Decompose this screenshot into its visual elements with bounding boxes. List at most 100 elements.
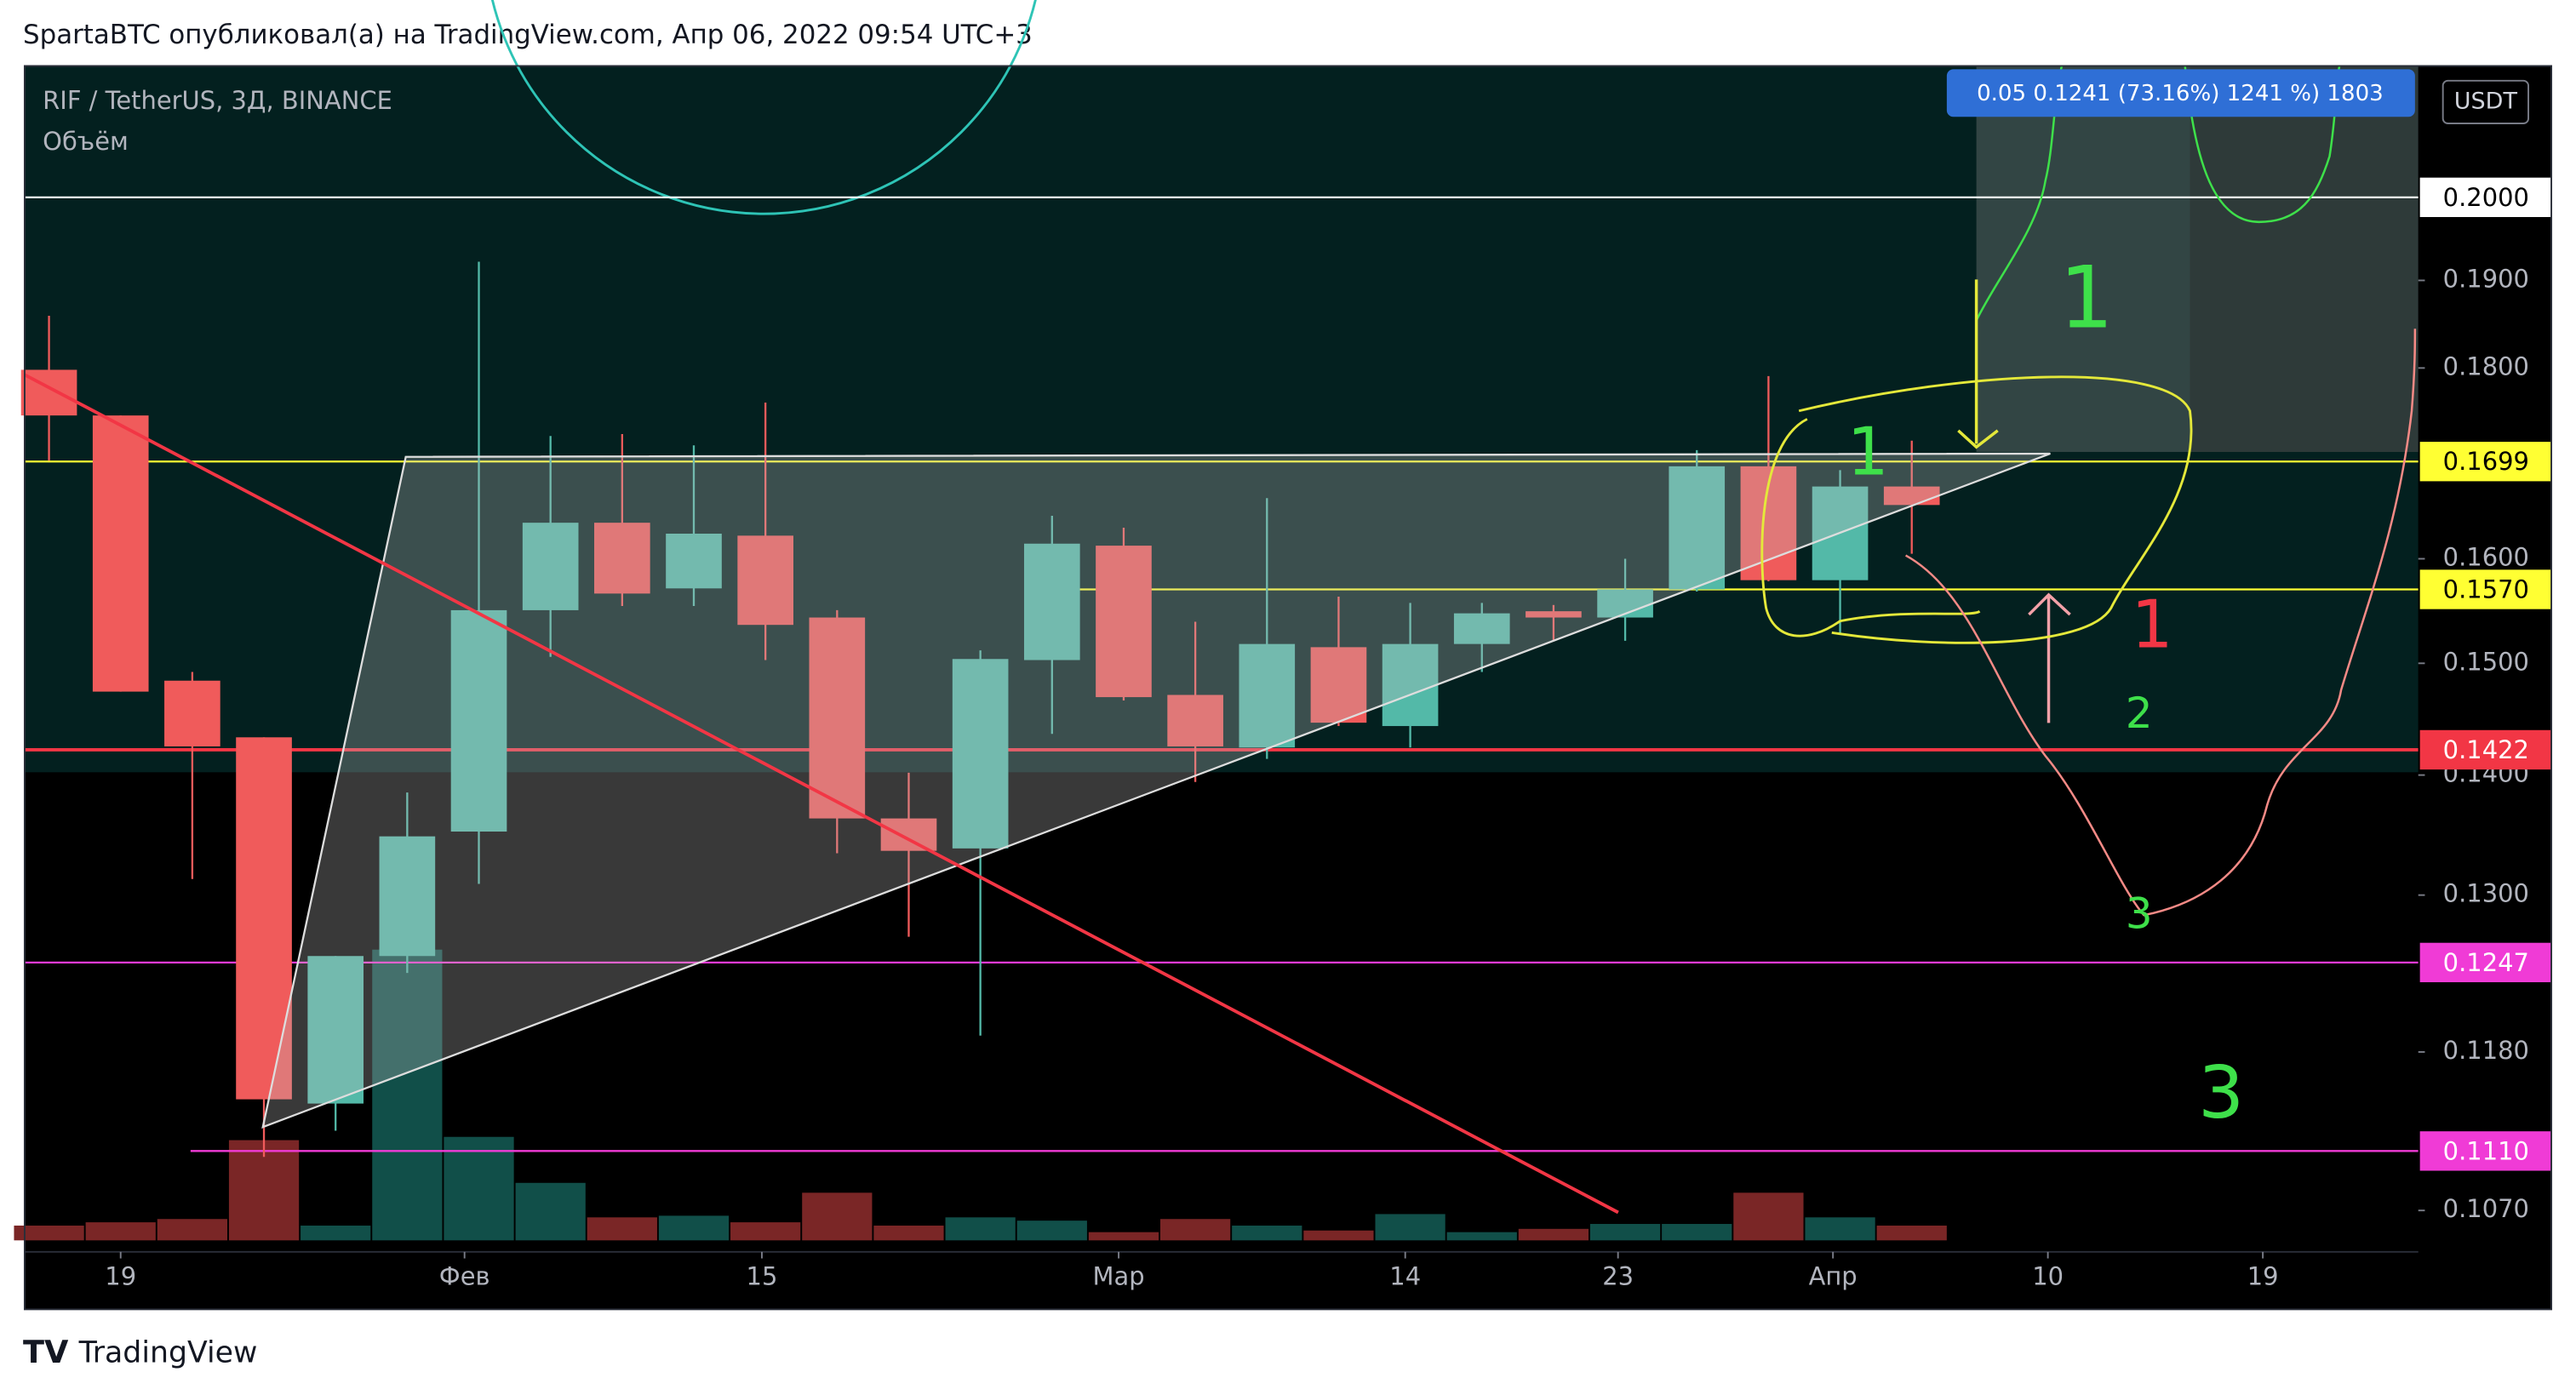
x-tick-label: Фев [439, 1262, 490, 1291]
volume-bar [1160, 1219, 1231, 1241]
salmon-curve [1905, 329, 2417, 917]
volume-bar [1016, 1221, 1087, 1241]
x-tick-label: 10 [2032, 1262, 2064, 1291]
volume-bar [1518, 1228, 1589, 1241]
candle-body [1669, 466, 1726, 590]
annotation: 1 [2059, 249, 2114, 348]
candle-body [1023, 543, 1080, 660]
y-tick-label: 0.1600 [2443, 543, 2529, 572]
triangle-drawing [261, 452, 2051, 1129]
y-tick-label: 0.1500 [2443, 647, 2529, 676]
currency-box [2441, 79, 2529, 124]
level-label: 0.1570 [2443, 575, 2529, 603]
volume-bar [157, 1219, 227, 1241]
level-label: 0.2000 [2443, 183, 2529, 212]
volume-legend: Объём [43, 127, 129, 156]
symbol-legend: RIF / TetherUS, 3Д, BINANCE [43, 86, 392, 115]
measure-box [1946, 69, 2415, 117]
level-label: 0.1422 [2443, 735, 2529, 764]
y-tick-label: 0.1300 [2443, 879, 2529, 908]
candle-body [666, 533, 722, 589]
volume-bar [85, 1222, 156, 1241]
circle-drawing [491, 0, 1037, 215]
volume-bar [1232, 1225, 1302, 1241]
volume-bar [587, 1217, 657, 1241]
candle-body [809, 617, 866, 819]
candle-body [737, 535, 793, 626]
volume-bar [873, 1225, 944, 1241]
price-axis [2418, 66, 2552, 1310]
annotation: 3 [2198, 1051, 2244, 1135]
measure-label: 0.05 0.1241 (73.16%) 1241 %) 1803 [1977, 81, 2384, 106]
volume-bar [1303, 1230, 1374, 1241]
candle-body [1453, 613, 1510, 644]
y-tick-label: 0.1800 [2443, 352, 2529, 380]
header: SpartaBTC опубликовал(а) на TradingView.… [23, 20, 1033, 50]
level-label-bg [2419, 569, 2552, 609]
x-tick-label: Мар [1093, 1262, 1145, 1291]
candle-body [880, 818, 937, 851]
x-tick-label: 15 [747, 1262, 778, 1291]
level-label-bg [2419, 442, 2552, 482]
candle-body [1239, 643, 1296, 748]
x-tick-label: 19 [105, 1262, 136, 1291]
candle-body [164, 680, 220, 746]
level-label-bg [2419, 729, 2552, 770]
candle-body [450, 609, 507, 832]
yellow-ellipse [1760, 375, 2193, 644]
candle-body [92, 415, 149, 692]
level-label: 0.1110 [2443, 1136, 2529, 1165]
level-label: 0.1699 [2443, 447, 2529, 476]
volume-bar [730, 1222, 801, 1241]
volume-bar [515, 1182, 586, 1241]
volume-bar [1088, 1232, 1159, 1241]
annotation: 1 [1847, 414, 1889, 491]
volume-bar [1805, 1217, 1875, 1241]
axis-labels: 0.19000.18000.16000.15000.14000.13000.11… [105, 177, 2552, 1291]
volume-bar [1733, 1192, 1804, 1241]
candle-body [1526, 611, 1582, 618]
x-tick-label: 19 [2247, 1262, 2279, 1291]
y-tick-label: 0.1070 [2443, 1194, 2529, 1223]
y-tick-label: 0.1180 [2443, 1036, 2529, 1065]
volume-bar [14, 1225, 84, 1241]
y-tick-label: 0.1900 [2443, 264, 2529, 293]
annotation: 3 [2126, 889, 2153, 939]
volume-bar [1662, 1224, 1732, 1241]
trend-line [24, 373, 1619, 1215]
candle-body [379, 836, 436, 957]
candle-body [307, 956, 364, 1104]
level-label-bg [2419, 177, 2552, 218]
volume-bar [802, 1192, 873, 1241]
footer-logo: 𝗧𝗩 [23, 1334, 69, 1370]
plot [14, 196, 2419, 1241]
annotation: 2 [2126, 688, 2153, 738]
volume-bar [1446, 1232, 1517, 1241]
currency-label: USDT [2454, 88, 2518, 114]
candle-body [1167, 695, 1223, 746]
footer-brand: TradingView [78, 1335, 258, 1369]
x-tick-label: Апр [1809, 1262, 1858, 1291]
projection-rect-dark [2190, 66, 2419, 452]
volume-bar [444, 1136, 514, 1241]
level-label: 0.1247 [2443, 948, 2529, 977]
candle-body [1382, 643, 1439, 727]
volume-bar [945, 1217, 1016, 1241]
candle-body [522, 523, 579, 610]
x-tick-label: 23 [1602, 1262, 1634, 1291]
candle-body [952, 659, 1009, 849]
chart-border [23, 65, 2553, 1311]
down-arrow [1957, 279, 1999, 449]
volume-bar [228, 1140, 300, 1241]
up-arrow [2028, 592, 2071, 723]
volume-bar [301, 1225, 371, 1241]
volume-bar [1876, 1225, 1947, 1241]
volume-bar [1375, 1214, 1445, 1241]
volume-bar [1589, 1224, 1661, 1241]
volume-bar [658, 1215, 730, 1241]
candle-body [1096, 546, 1152, 698]
x-tick-label: 14 [1389, 1262, 1421, 1291]
level-label-bg [2419, 1131, 2552, 1171]
